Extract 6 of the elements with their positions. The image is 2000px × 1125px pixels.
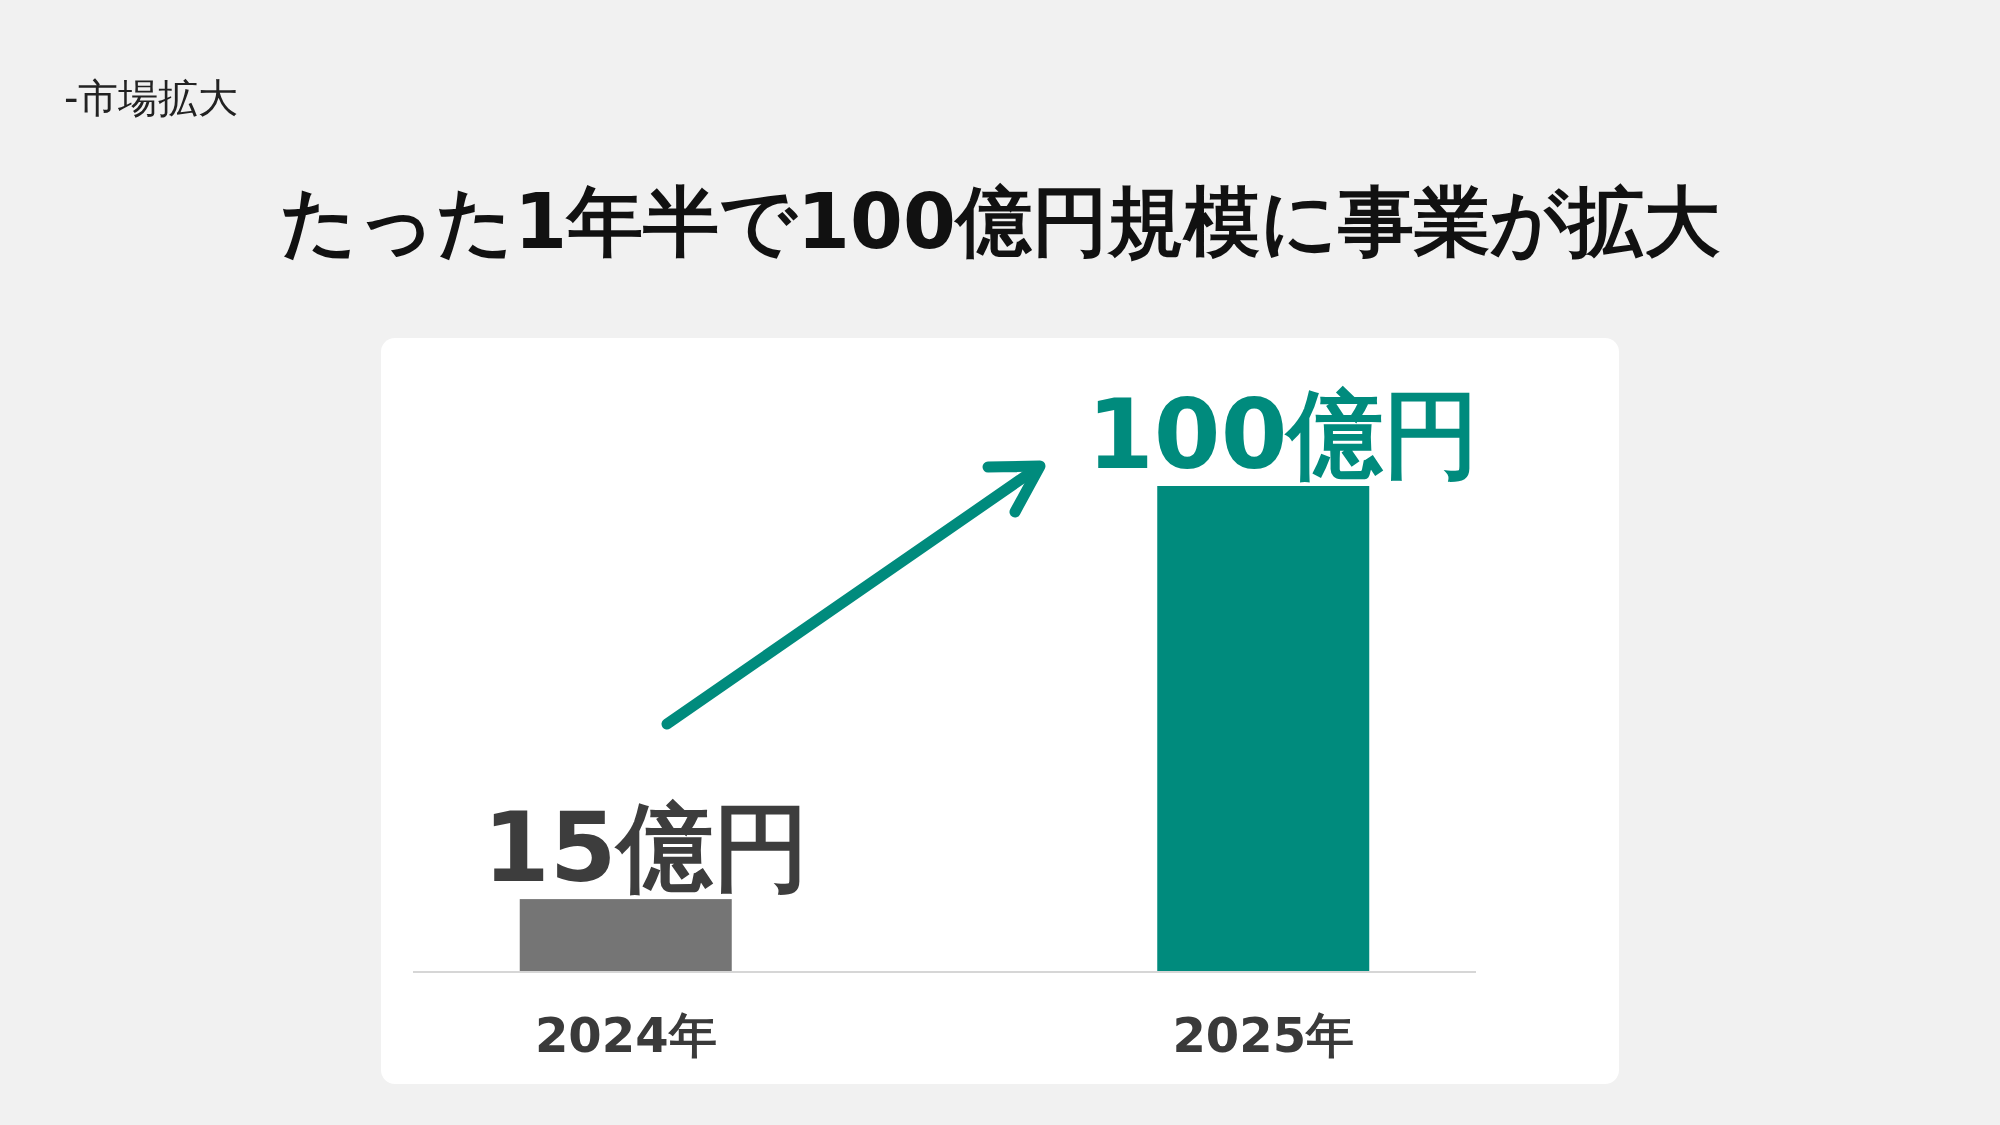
data-label: 15億円 (482, 792, 809, 905)
x-tick-label: 2025年 (1172, 1007, 1355, 1063)
data-label: 100億円 (1087, 379, 1480, 491)
x-tick-label: 2024年 (534, 1007, 717, 1063)
chart-subtitle: -市場拡大 (64, 75, 239, 121)
chart-title: たった1年半で100億円規模に事業が拡大 (280, 177, 1720, 266)
